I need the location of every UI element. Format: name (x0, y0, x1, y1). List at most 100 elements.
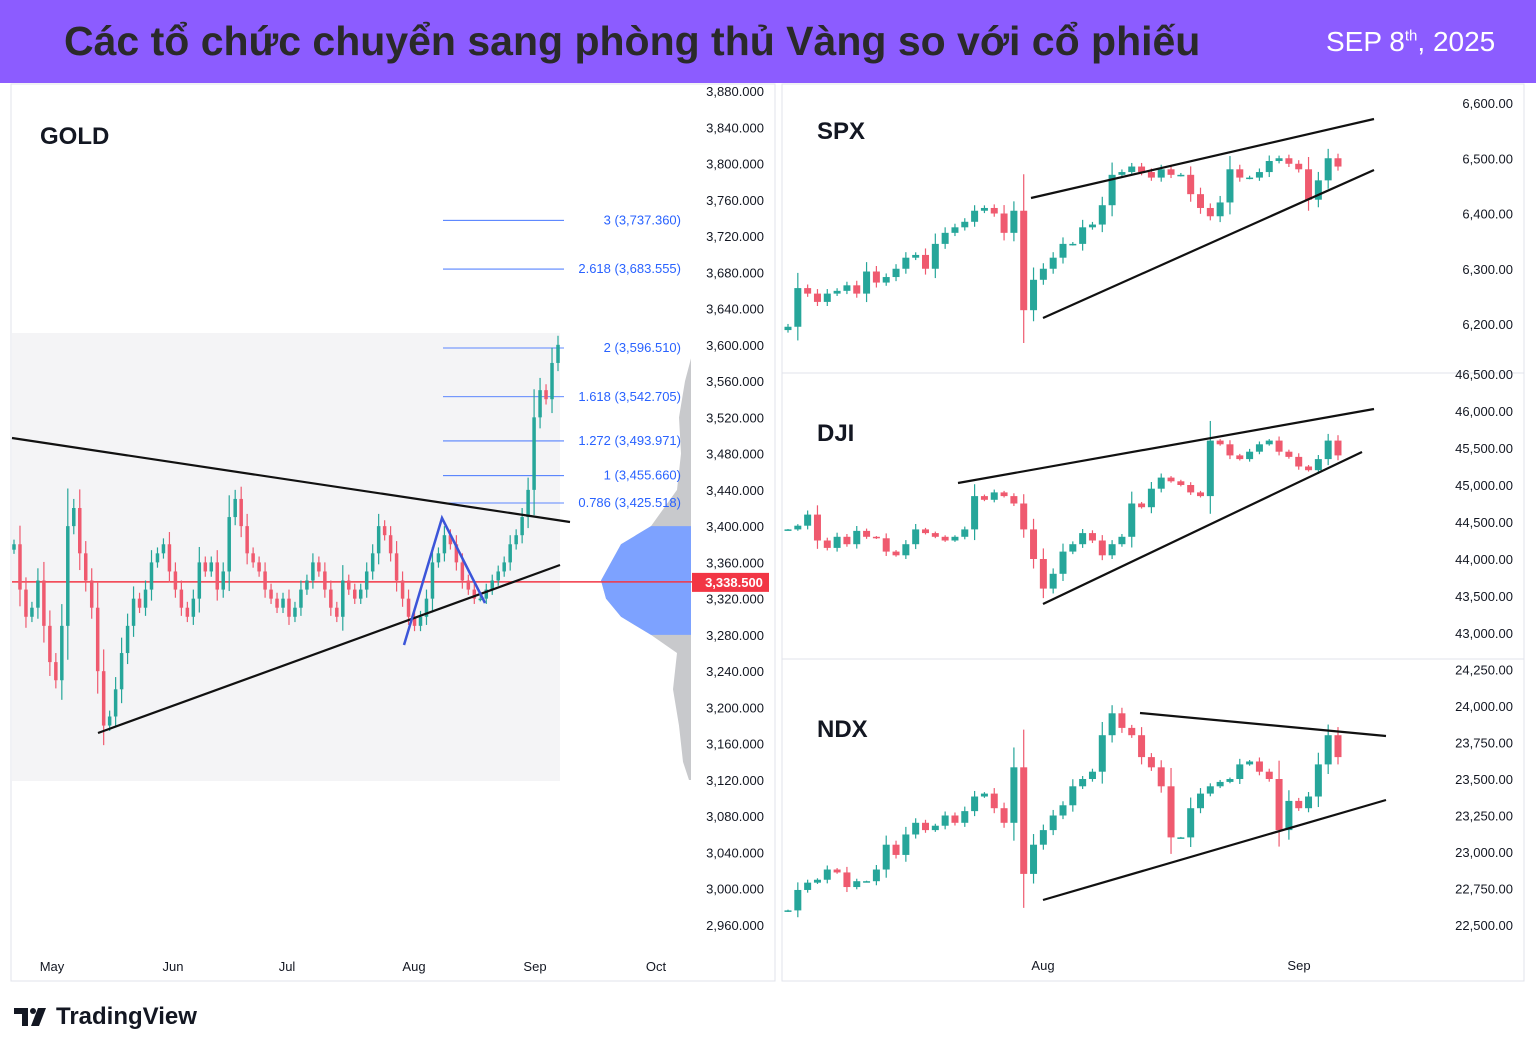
gold-y-tick: 3,720.000 (706, 229, 764, 244)
fib-label: 2 (3,596.510) (604, 340, 681, 355)
date-year: , 2025 (1417, 26, 1496, 57)
dji-candle (1020, 503, 1028, 530)
dji-candle (1167, 477, 1175, 482)
spx-candle (1285, 158, 1293, 164)
ndx-candle (1197, 793, 1204, 809)
gold-y-tick: 3,320.000 (706, 592, 764, 607)
gold-candle (221, 571, 225, 590)
gold-candle (299, 589, 303, 608)
gold-candle (448, 535, 453, 545)
gold-candle (400, 580, 405, 599)
gold-candle (107, 716, 112, 726)
ndx-candle (971, 796, 979, 812)
gold-value-area (601, 526, 691, 635)
spx-candle (1236, 169, 1244, 178)
ndx-y-tick: 24,000.00 (1455, 699, 1513, 714)
dji-candle (1079, 533, 1087, 545)
spx-candle (1147, 172, 1155, 178)
gold-candle (538, 390, 542, 418)
gold-price-label: 3,338.500 (705, 575, 763, 590)
dji-candle (804, 514, 812, 526)
dji-candle (1255, 444, 1263, 452)
dji-candle (784, 529, 792, 531)
dji-candle (971, 496, 979, 530)
dji-candle (872, 536, 880, 539)
ndx-candle (1275, 779, 1283, 831)
gold-candle (125, 625, 130, 654)
gold-candle (406, 598, 411, 617)
dji-candle (882, 538, 890, 552)
spx-candle (1000, 213, 1008, 233)
dji-candle (1187, 485, 1195, 493)
spx-candle (1167, 169, 1175, 175)
ndx-candle (1147, 757, 1155, 768)
spx-candle (1177, 174, 1185, 177)
dji-candle (843, 536, 851, 545)
ndx-candle (1079, 779, 1087, 787)
dji-candle (961, 529, 969, 537)
dji-candle (1285, 451, 1293, 457)
gold-candle (370, 553, 375, 572)
gold-y-tick: 3,160.000 (706, 737, 764, 752)
ndx-candle (902, 834, 910, 855)
ndx-trendline (1042, 798, 1387, 902)
spx-candle (843, 285, 851, 291)
fib-label: 1.618 (3,542.705) (578, 389, 681, 404)
ndx-candle (1098, 735, 1106, 772)
dji-candle (1177, 481, 1185, 485)
dji-candle (1324, 440, 1332, 460)
spx-candle (1108, 174, 1116, 206)
dji-candle (794, 525, 802, 530)
ndx-candle (922, 822, 929, 831)
gold-candle (382, 526, 387, 536)
dji-y-tick: 46,000.00 (1455, 404, 1513, 419)
spx-y-tick: 6,500.00 (1462, 151, 1513, 166)
gold-y-tick: 3,600.000 (706, 338, 764, 353)
gold-candle (293, 607, 297, 617)
dji-candle (941, 536, 949, 541)
dji-candle (1265, 440, 1273, 445)
spx-candle (1265, 161, 1273, 173)
gold-candle (329, 589, 333, 608)
ndx-candle (912, 822, 920, 835)
ndx-y-tick: 23,000.00 (1455, 845, 1513, 860)
ndx-candle (1020, 767, 1028, 874)
gold-candle (418, 616, 423, 626)
spx-candle (823, 293, 831, 302)
spx-candle (1187, 174, 1195, 195)
gold-candle (269, 589, 273, 599)
dji-candle (1010, 496, 1018, 504)
gold-candle (155, 553, 160, 563)
dji-candle (1206, 440, 1214, 497)
gold-y-tick: 3,840.000 (706, 120, 764, 135)
dji-candle (1334, 440, 1342, 456)
ndx-symbol-label: NDX (817, 716, 868, 743)
ndx-candle (1226, 779, 1234, 782)
gold-ascending-trendline (97, 563, 561, 735)
gold-descending-trendline (11, 436, 571, 524)
gold-y-tick: 3,880.000 (706, 84, 764, 99)
gold-y-tick: 3,280.000 (706, 628, 764, 643)
gold-y-tick: 3,680.000 (706, 265, 764, 280)
ndx-candle (1039, 830, 1047, 845)
gold-y-tick: 3,400.000 (706, 519, 764, 534)
spx-candle (1128, 166, 1136, 173)
gold-candle (496, 571, 500, 581)
gold-candle (101, 671, 106, 726)
fib-label: 2.618 (3,683.555) (578, 261, 681, 276)
gold-candle (376, 526, 381, 554)
gold-x-tick: Jul (279, 959, 296, 974)
spx-candle (990, 207, 998, 214)
spx-candle (1118, 172, 1126, 175)
ndx-candle (833, 869, 841, 873)
ndx-candle (1324, 735, 1332, 765)
ndx-y-tick: 22,750.00 (1455, 882, 1513, 897)
dji-candle (853, 530, 861, 545)
ndx-candle (863, 881, 871, 883)
ndx-y-tick: 24,250.00 (1455, 663, 1513, 678)
gold-candle (275, 598, 279, 608)
ndx-trendline (1139, 711, 1387, 738)
ndx-candle (1138, 735, 1146, 758)
date-main: SEP 8 (1326, 26, 1405, 57)
dji-candle (823, 540, 831, 548)
